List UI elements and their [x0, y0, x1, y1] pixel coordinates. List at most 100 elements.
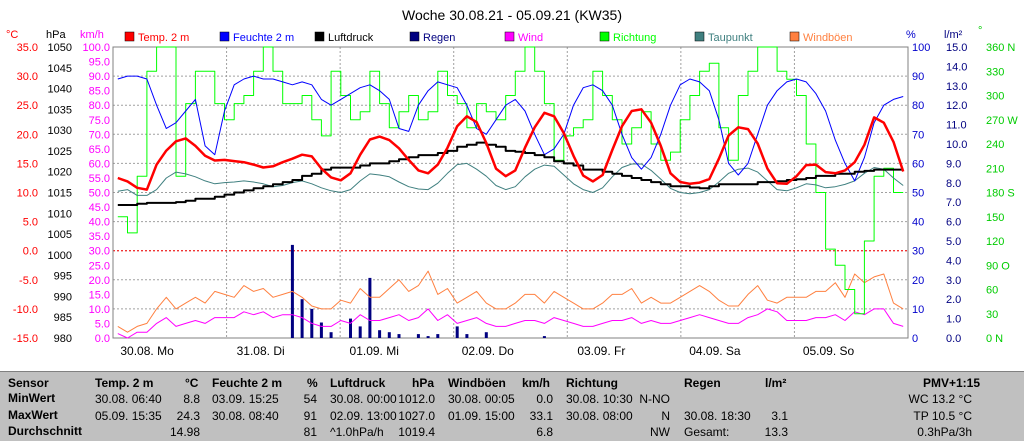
pressure-min-value: 1012.0	[398, 392, 435, 406]
sensor-header: Sensor	[8, 376, 49, 390]
wind-tick-label: 95.0	[89, 57, 110, 69]
wind-tick-label: 15.0	[89, 289, 110, 301]
direction-min-date: 30.08. 10:30	[566, 392, 633, 406]
legend-label: Feuchte 2 m	[233, 32, 294, 44]
rain-max-date: 30.08. 18:30	[684, 409, 751, 423]
wind-tick-label: 90.0	[89, 71, 110, 83]
legend-label: Wind	[518, 32, 543, 44]
pressure-tick-label: 995	[54, 271, 72, 283]
rain-tick-label: 9.0	[946, 158, 961, 170]
humidity-tick-label: 60	[912, 158, 924, 170]
pmv-windchill: WC 13.2 °C	[908, 392, 972, 406]
direction-max-value: N	[661, 409, 670, 423]
rain-tick-label: 11.0	[946, 120, 967, 132]
legend-label: Windböen	[803, 32, 853, 44]
humidity-tick-label: 0	[912, 333, 918, 345]
day-tick-label: 05.09. So	[803, 344, 855, 358]
dir-tick-label: 180 S	[986, 188, 1015, 200]
direction-max-date: 30.08. 08:00	[566, 409, 633, 423]
direction-avg-value: NW	[650, 425, 670, 439]
gusts-min-value: 0.0	[536, 392, 553, 406]
rain-tick-label: 3.0	[946, 275, 961, 287]
legend-swatch	[599, 31, 610, 42]
rain-tick-label: 5.0	[946, 236, 961, 248]
rain-tick-label: 12.0	[946, 100, 967, 112]
rain-tick-label: 0.0	[946, 333, 961, 345]
humidity-min-value: 54	[303, 392, 317, 406]
rain-tick-label: 4.0	[946, 255, 961, 267]
rain-total-value: 13.3	[764, 425, 788, 439]
humidity-max-date: 30.08. 08:40	[212, 409, 279, 423]
temp-max-value: 24.3	[176, 409, 200, 423]
pressure-tick-label: 985	[54, 312, 72, 324]
legend-swatch	[124, 31, 135, 42]
dir-tick-label: 360 N	[986, 42, 1015, 54]
humidity-tick-label: 10	[912, 304, 924, 316]
dir-tick-label: 210	[986, 163, 1004, 175]
legend-swatch	[409, 31, 420, 42]
wind-tick-label: 100.0	[82, 42, 110, 54]
wind-tick-label: 20.0	[89, 275, 110, 287]
wind-tick-label: 60.0	[89, 158, 110, 170]
rain-tick-label: 8.0	[946, 178, 961, 190]
dir-tick-label: 240	[986, 139, 1004, 151]
pmv-pressure-trend: 0.3hPa/3h	[917, 425, 972, 439]
legend-label: Temp. 2 m	[138, 32, 189, 44]
temp-unit: °C	[185, 376, 199, 390]
humidity-series	[117, 75, 904, 182]
dir-tick-label: 120	[986, 236, 1004, 248]
dir-tick-label: 150	[986, 212, 1004, 224]
rain-tick-label: 13.0	[946, 81, 967, 93]
humidity-min-date: 03.09. 15:25	[212, 392, 279, 406]
humidity-tick-label: 90	[912, 71, 924, 83]
day-tick-label: 30.08. Mo	[120, 344, 174, 358]
temp-min-value: 8.8	[183, 392, 200, 406]
pmv-dewpoint: TP 10.5 °C	[913, 409, 972, 423]
legend-label: Luftdruck	[328, 32, 374, 44]
temp-tick-label: 25.0	[17, 100, 38, 112]
pressure-tick-label: 1040	[48, 84, 72, 96]
pressure-tick-label: 980	[54, 333, 72, 345]
rain-bar	[349, 318, 352, 338]
gusts-min-date: 30.08. 00:05	[448, 392, 515, 406]
humidity-tick-label: 100	[912, 42, 930, 54]
rain-bar	[465, 334, 469, 338]
rain-tick-label: 7.0	[946, 197, 961, 209]
dir-tick-label: 90 O	[986, 260, 1010, 272]
wind-tick-label: 10.0	[89, 304, 110, 316]
pressure-tick-label: 1015	[48, 188, 72, 200]
pressure-tick-label: 1020	[48, 167, 72, 179]
axis-labels: °C hPa km/h% l/m² ° 35.0 30.0 25.0 20.0 15.0 10.0 5…	[6, 25, 1018, 358]
wind-tick-label: 0.0	[95, 333, 110, 345]
pressure-series	[117, 141, 904, 206]
humidity-tick-label: 30	[912, 246, 924, 258]
temp-tick-label: -15.0	[13, 333, 38, 345]
grid-lines	[112, 46, 909, 339]
chart-title: Woche 30.08.21 - 05.09.21 (KW35)	[402, 7, 622, 23]
rain-bar	[426, 336, 430, 338]
rain-bar	[300, 299, 304, 338]
wind-tick-label: 70.0	[89, 129, 110, 141]
wind-tick-label: 75.0	[89, 115, 110, 127]
rain-bar	[542, 336, 546, 338]
wind-series	[117, 308, 904, 339]
rain-bar	[378, 330, 382, 338]
humidity-unit: %	[307, 376, 318, 390]
legend-swatch	[219, 31, 230, 42]
pressure-unit-label: hPa	[46, 29, 66, 41]
pressure-unit: hPa	[412, 376, 435, 390]
statistics-table: Sensor MinWert MaxWert Durchschnitt Temp…	[0, 371, 1024, 441]
pmv-header: PMV+1:15	[922, 376, 980, 390]
temp-avg-value: 14.98	[169, 425, 200, 439]
day-tick-label: 31.08. Di	[237, 344, 285, 358]
durchschnitt-label: Durchschnitt	[8, 424, 83, 438]
pressure-tick-label: 1035	[48, 104, 72, 116]
legend-label: Regen	[423, 32, 455, 44]
pressure-tick-label: 990	[54, 291, 72, 303]
temp-tick-label: 20.0	[17, 129, 38, 141]
dir-unit-label: °	[978, 25, 982, 37]
humidity-tick-label: 40	[912, 217, 924, 229]
rain-bar	[436, 334, 440, 338]
rain-bar	[368, 277, 372, 338]
weather-chart: Woche 30.08.21 - 05.09.21 (KW35) °C hPa km…	[6, 7, 1018, 358]
